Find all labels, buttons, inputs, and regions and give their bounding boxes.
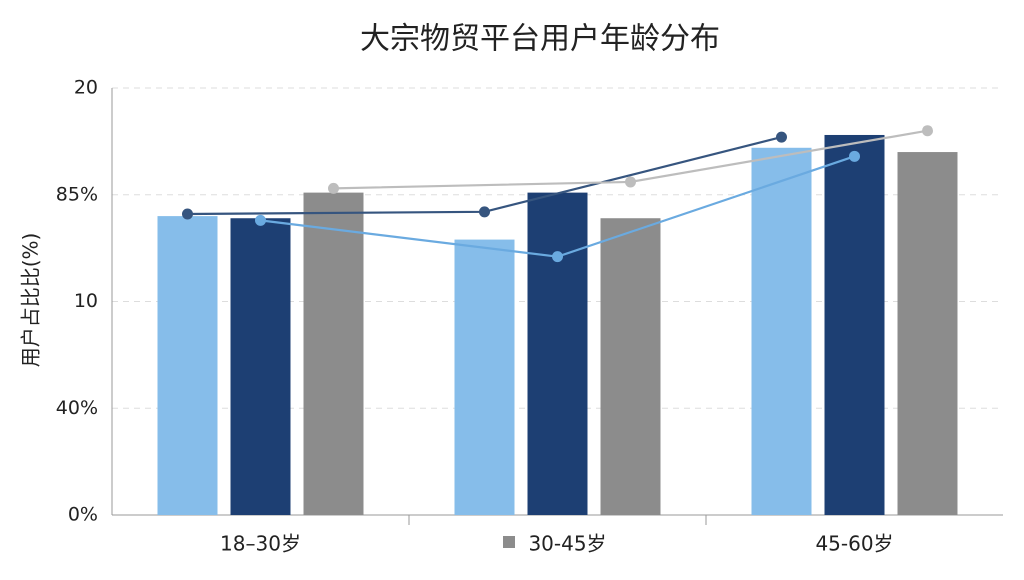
x-tick-label: 18–30岁 <box>220 532 301 556</box>
line-point <box>479 206 490 218</box>
bar <box>824 134 885 515</box>
bar <box>157 216 218 515</box>
y-tick-label: 85% <box>56 183 98 205</box>
line-point <box>776 131 787 143</box>
chart-title: 大宗物贸平台用户年龄分布 <box>360 22 720 57</box>
line-point <box>922 125 933 137</box>
bar <box>897 152 958 516</box>
bar <box>600 218 661 516</box>
y-tick-label: 10 <box>74 290 98 312</box>
x-tick-label: 30-45岁 <box>528 532 606 556</box>
y-tick-label: 40% <box>56 397 98 419</box>
bar <box>230 218 291 516</box>
x-tick-label: 45-60岁 <box>815 532 893 556</box>
legend-swatch <box>503 536 515 548</box>
line-point <box>328 182 339 194</box>
bar <box>751 147 812 515</box>
bar <box>527 192 588 516</box>
line-point <box>182 208 193 220</box>
bar <box>454 239 515 515</box>
line-point <box>849 150 860 162</box>
y-tick-label: 20 <box>74 77 98 99</box>
line-point <box>255 214 266 226</box>
y-tick-label: 0% <box>68 504 98 526</box>
line-point <box>552 251 563 263</box>
line-point <box>625 176 636 188</box>
y-axis-label: 用户占比比(%) <box>19 233 43 368</box>
line <box>187 136 782 216</box>
bar <box>303 192 364 516</box>
